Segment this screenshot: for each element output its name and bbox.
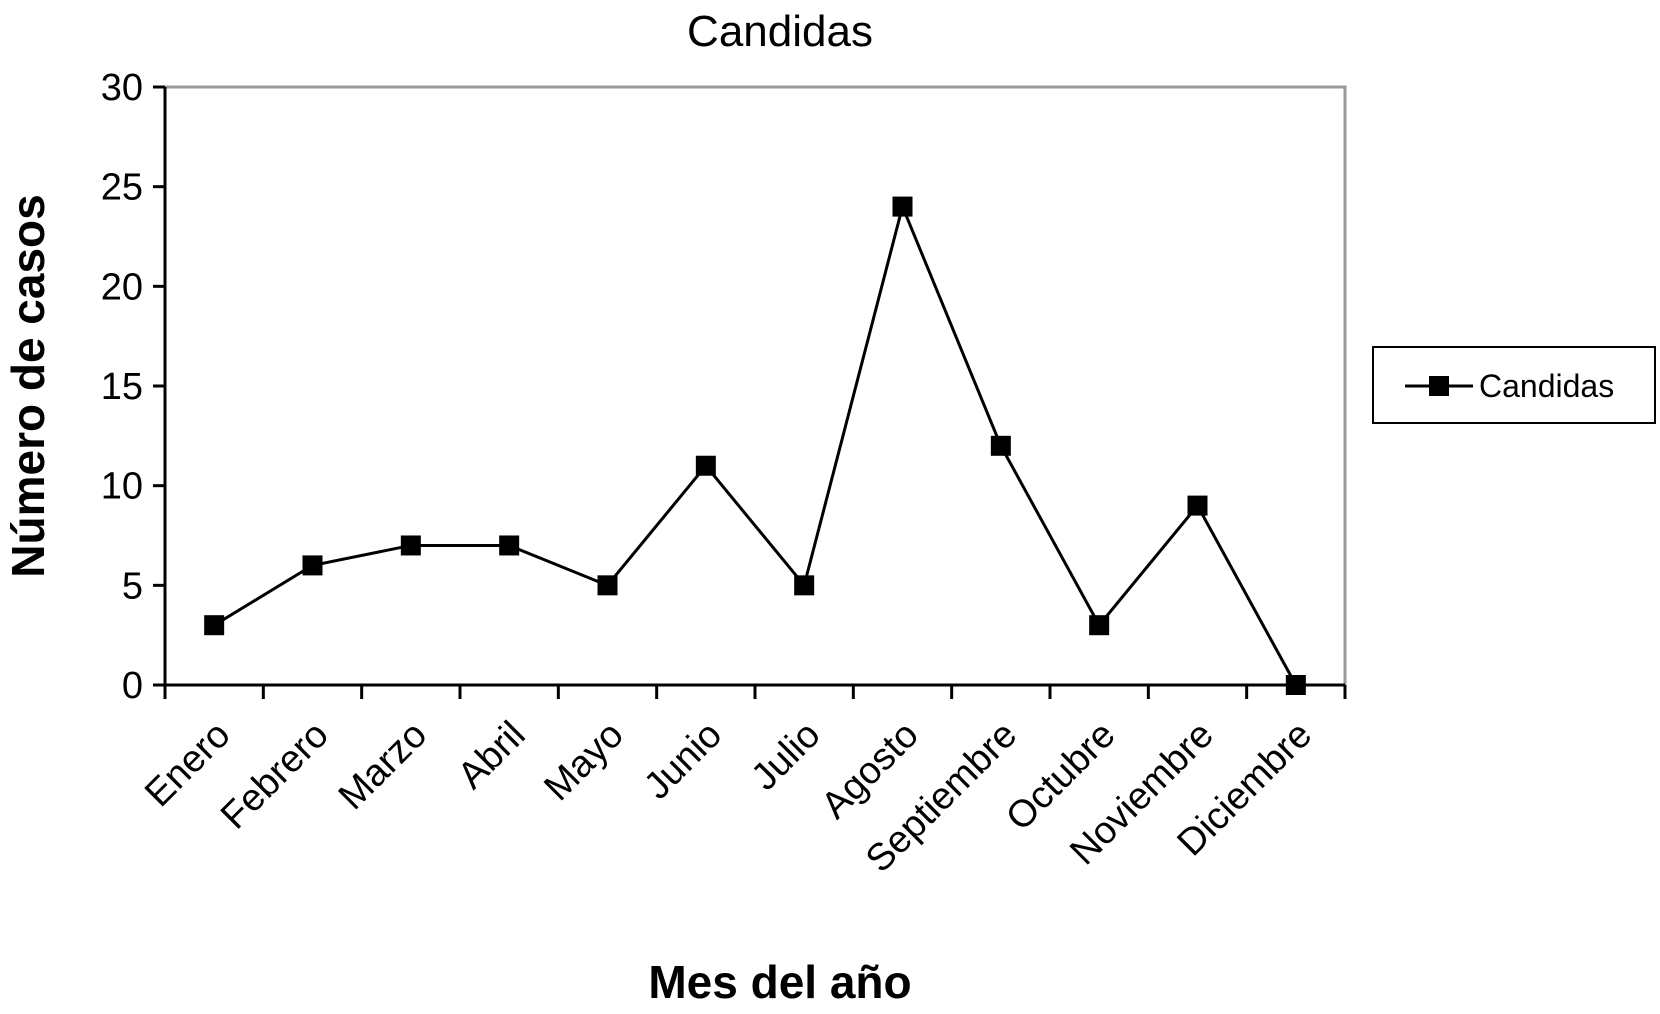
data-point — [892, 196, 913, 217]
data-point — [1187, 495, 1208, 516]
data-point — [204, 615, 225, 636]
data-point — [1089, 615, 1110, 636]
y-tick-label: 0 — [122, 665, 143, 707]
legend: Candidas — [1372, 346, 1656, 424]
y-tick-label: 10 — [101, 466, 143, 508]
legend-entry-candidas: Candidas — [1479, 368, 1614, 404]
data-point — [400, 535, 421, 556]
y-tick-label: 20 — [101, 266, 143, 308]
x-tick-label: Julio — [744, 714, 829, 799]
chart-title: Candidas — [687, 7, 873, 56]
x-tick-label: Mayo — [536, 714, 631, 809]
x-tick-label: Marzo — [331, 714, 435, 818]
x-tick-label: Abril — [450, 714, 533, 797]
series-layer — [204, 196, 1306, 695]
y-tick-label: 5 — [122, 565, 143, 607]
data-point — [695, 455, 716, 476]
x-axis-label: Mes del año — [648, 956, 911, 1008]
y-tick-label: 15 — [101, 366, 143, 408]
data-point — [794, 575, 815, 596]
series-line — [213, 201, 1298, 686]
plot-area-frame — [163, 85, 1347, 687]
data-point — [597, 575, 618, 596]
data-point — [499, 535, 520, 556]
x-tick-label: Junio — [636, 714, 730, 808]
x-tick-label: Febrero — [213, 714, 337, 838]
y-tick-label: 30 — [101, 67, 143, 109]
data-point — [302, 555, 323, 576]
data-point — [990, 435, 1011, 456]
y-tick-label: 25 — [101, 167, 143, 209]
legend-marker-swatch — [1429, 376, 1449, 396]
data-point — [1285, 675, 1306, 695]
y-axis-ticks: 0 5 10 15 20 25 30 — [101, 67, 165, 707]
y-axis-label: Número de casos — [2, 194, 54, 577]
